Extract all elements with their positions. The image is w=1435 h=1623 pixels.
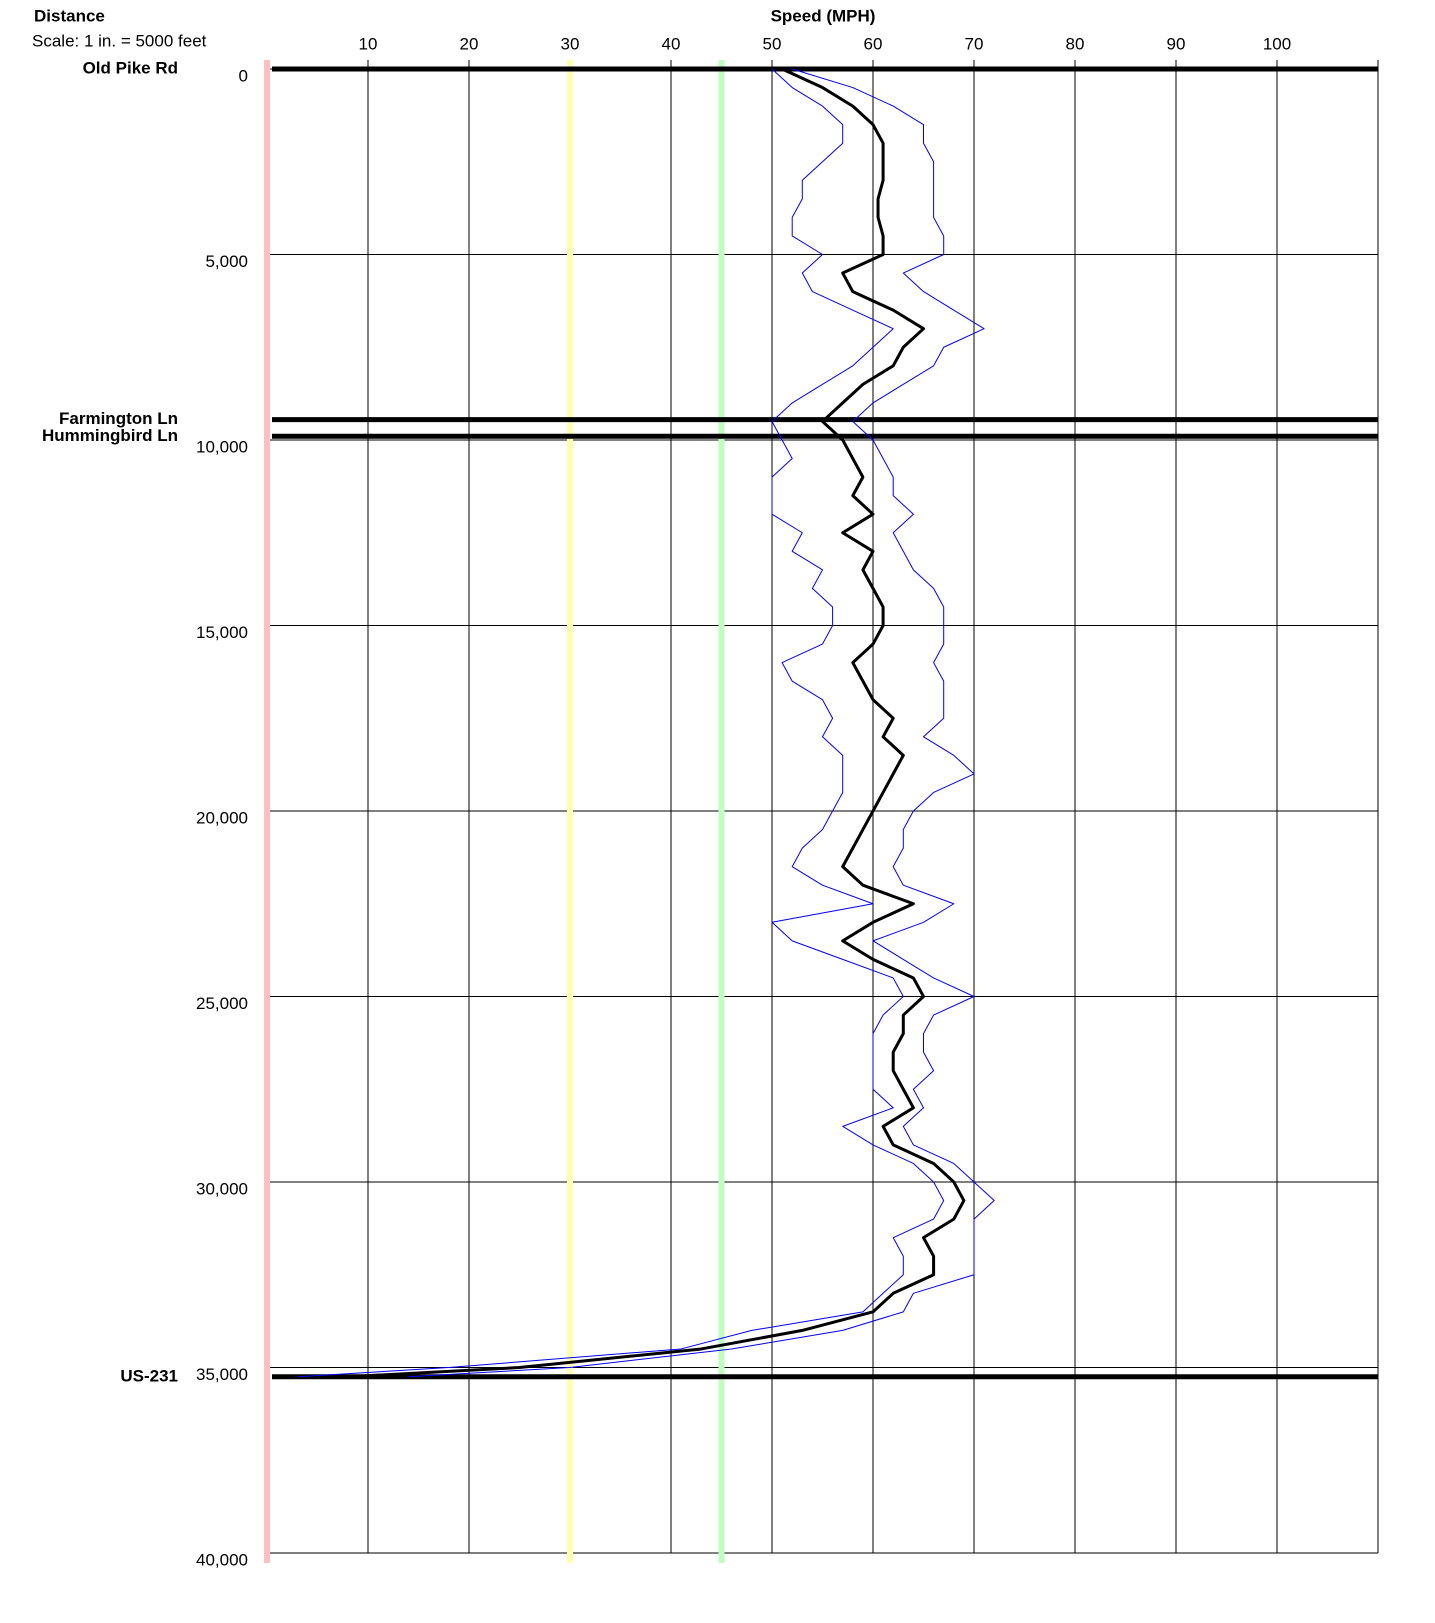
x-tick-label: 30	[561, 34, 580, 53]
scale-note: Scale: 1 in. = 5000 feet	[32, 31, 207, 50]
x-tick-label: 10	[359, 34, 378, 53]
y-tick-label: 0	[239, 66, 248, 85]
y-tick-label: 10,000	[196, 437, 248, 456]
x-tick-label: 80	[1066, 34, 1085, 53]
y-tick-label: 5,000	[205, 252, 248, 271]
y-axis-label: Distance	[34, 6, 105, 25]
speed-line	[297, 68, 945, 1378]
x-tick-label: 40	[662, 34, 681, 53]
road-label: Old Pike Rd	[83, 58, 178, 77]
y-tick-label: 35,000	[196, 1365, 248, 1384]
y-tick-label: 25,000	[196, 994, 248, 1013]
road-label: US-231	[120, 1366, 178, 1385]
speed-line	[347, 67, 966, 1379]
y-tick-label: 20,000	[196, 808, 248, 827]
y-tick-label: 30,000	[196, 1179, 248, 1198]
speed-line	[408, 68, 995, 1378]
x-tick-label: 50	[763, 34, 782, 53]
x-tick-label: 60	[864, 34, 883, 53]
x-tick-label: 70	[965, 34, 984, 53]
x-tick-label: 20	[460, 34, 479, 53]
x-tick-label: 100	[1263, 34, 1291, 53]
road-label: Farmington Ln	[59, 409, 178, 428]
road-label: Hummingbird Ln	[42, 426, 178, 445]
chart-title: Speed (MPH)	[771, 6, 876, 25]
y-tick-label: 15,000	[196, 623, 248, 642]
x-tick-label: 90	[1167, 34, 1186, 53]
y-tick-label: 40,000	[196, 1550, 248, 1569]
